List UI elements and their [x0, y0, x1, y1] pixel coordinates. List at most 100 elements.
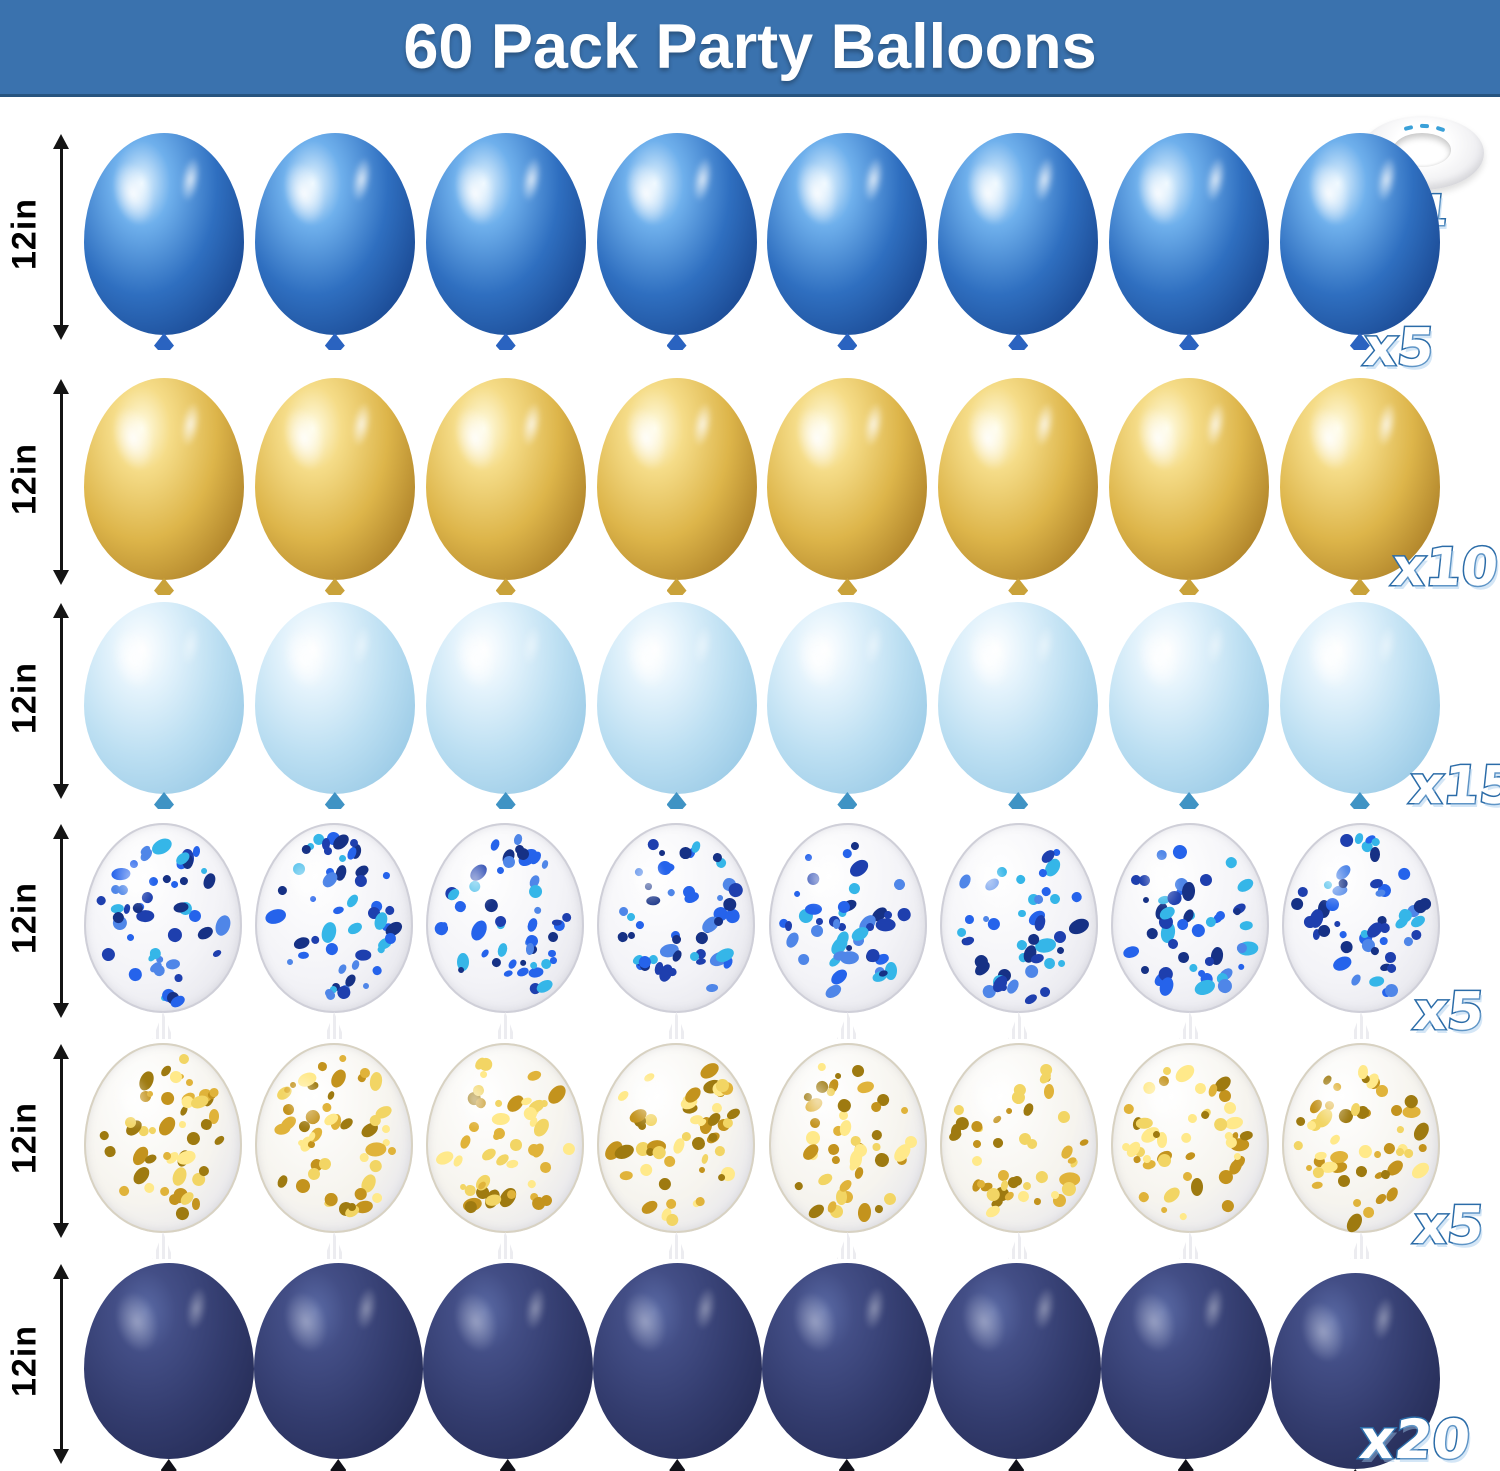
confetti-dot: [666, 887, 676, 897]
confetti-dot: [491, 1112, 510, 1126]
confetti-dot: [307, 1167, 321, 1181]
confetti-dot: [516, 966, 531, 978]
confetti-dot: [552, 919, 563, 926]
size-label: 12in: [5, 661, 44, 735]
confetti-dot: [1396, 1124, 1405, 1133]
confetti-dot: [849, 839, 861, 851]
confetti-dot: [502, 969, 514, 979]
balloon-highlight: [1025, 613, 1064, 679]
confetti-dot: [94, 894, 107, 907]
navy-blue-balloons: [84, 1263, 1440, 1471]
title-banner: 60 Pack Party Balloons: [0, 0, 1500, 97]
confetti-dot: [838, 1119, 854, 1138]
balloon-knot: [1177, 1459, 1194, 1471]
confetti-dot: [809, 924, 824, 939]
size-measure: 12in: [0, 359, 92, 599]
confetti-dot: [191, 1197, 200, 1210]
confetti-dot: [1385, 962, 1399, 976]
balloon-confetti-blue: [1281, 823, 1440, 1039]
size-label: 12in: [5, 1324, 44, 1398]
balloon-body: [939, 823, 1098, 1013]
confetti-dot: [1330, 953, 1354, 974]
confetti-dot: [835, 1096, 853, 1114]
confetti-dot: [158, 1089, 177, 1108]
confetti-dot: [319, 920, 338, 944]
pearl-light-blue-balloons: [84, 602, 1440, 809]
confetti-dot: [208, 1087, 219, 1097]
confetti-dot: [495, 942, 509, 958]
balloon-tassel: [666, 1012, 687, 1039]
balloon-knot: [324, 578, 345, 595]
balloon-body: [768, 823, 927, 1013]
balloon-pearl-light-blue: [425, 602, 586, 809]
confetti-dot: [846, 856, 872, 880]
confetti-dot: [805, 871, 822, 888]
confetti-dot: [328, 1066, 349, 1090]
confetti-dot: [639, 1197, 660, 1217]
confetti-dot: [273, 1122, 291, 1137]
confetti-dot: [547, 931, 559, 944]
confetti-dot: [561, 912, 572, 923]
confetti-dot: [1152, 1130, 1161, 1139]
confetti-dot: [627, 931, 636, 940]
balloon-body: [762, 1263, 932, 1459]
confetti-dot: [619, 1170, 633, 1181]
confetti-dot: [200, 1118, 212, 1131]
confetti-dot: [615, 1088, 631, 1103]
confetti-dot: [155, 1113, 178, 1139]
confetti-dot: [1189, 921, 1207, 939]
confetti-dot: [362, 981, 371, 990]
confetti-dot: [697, 1166, 707, 1175]
confetti-dot: [212, 913, 233, 938]
balloon-body: [931, 1263, 1101, 1459]
confetti-dot: [646, 837, 661, 852]
confetti-dot: [332, 905, 346, 916]
confetti-dot: [1066, 915, 1091, 937]
confetti-dot: [322, 1102, 333, 1113]
confetti-dot: [1238, 1129, 1254, 1142]
balloon-highlight: [950, 611, 1026, 708]
balloon-tassel: [494, 1012, 516, 1039]
confetti-dot: [971, 1139, 983, 1150]
confetti-dot: [835, 1188, 847, 1205]
confetti-dot: [345, 920, 364, 937]
confetti-dot: [847, 881, 861, 895]
balloon-highlight: [854, 145, 893, 214]
balloon-body: [255, 823, 414, 1013]
balloon-tassel: [1179, 1012, 1201, 1039]
balloon-metallic-gold: [596, 378, 757, 595]
confetti-dot: [560, 1140, 578, 1158]
confetti-dot: [185, 1078, 194, 1087]
balloon-body: [1279, 378, 1440, 580]
balloon-knot: [837, 578, 858, 595]
balloon-highlight: [779, 611, 855, 708]
confetti-dot: [149, 835, 175, 858]
confetti-dot: [169, 1070, 184, 1085]
confetti-dot: [874, 1203, 884, 1213]
measure-arrow: [53, 134, 69, 340]
confetti-dot: [1356, 1141, 1375, 1161]
balloon-body: [592, 1263, 762, 1459]
confetti-dot: [638, 1161, 655, 1179]
balloon-body: [938, 602, 1099, 794]
confetti-dot: [1418, 1143, 1428, 1153]
confetti-dot: [1408, 1159, 1432, 1182]
balloon-knot: [1349, 792, 1370, 809]
balloon-pearl-light-blue: [938, 602, 1099, 809]
confetti-dot: [1288, 896, 1306, 913]
balloon-knot: [838, 1459, 855, 1471]
balloon-navy: [253, 1263, 423, 1471]
confetti-dot: [1193, 1081, 1208, 1096]
confetti-dot: [1159, 1205, 1169, 1214]
confetti-dot: [371, 965, 383, 977]
confetti-dot: [1311, 1181, 1323, 1190]
balloon-metallic-gold: [84, 378, 244, 595]
balloon-highlight: [96, 1272, 177, 1372]
confetti-dot: [173, 1205, 191, 1222]
balloon-body: [426, 1043, 585, 1233]
balloon-knot: [1008, 333, 1029, 350]
confetti-dot: [549, 956, 557, 964]
balloon-tassel: [323, 1232, 345, 1259]
confetti-dot: [1349, 972, 1363, 987]
size-measure: 12in: [0, 1258, 92, 1471]
